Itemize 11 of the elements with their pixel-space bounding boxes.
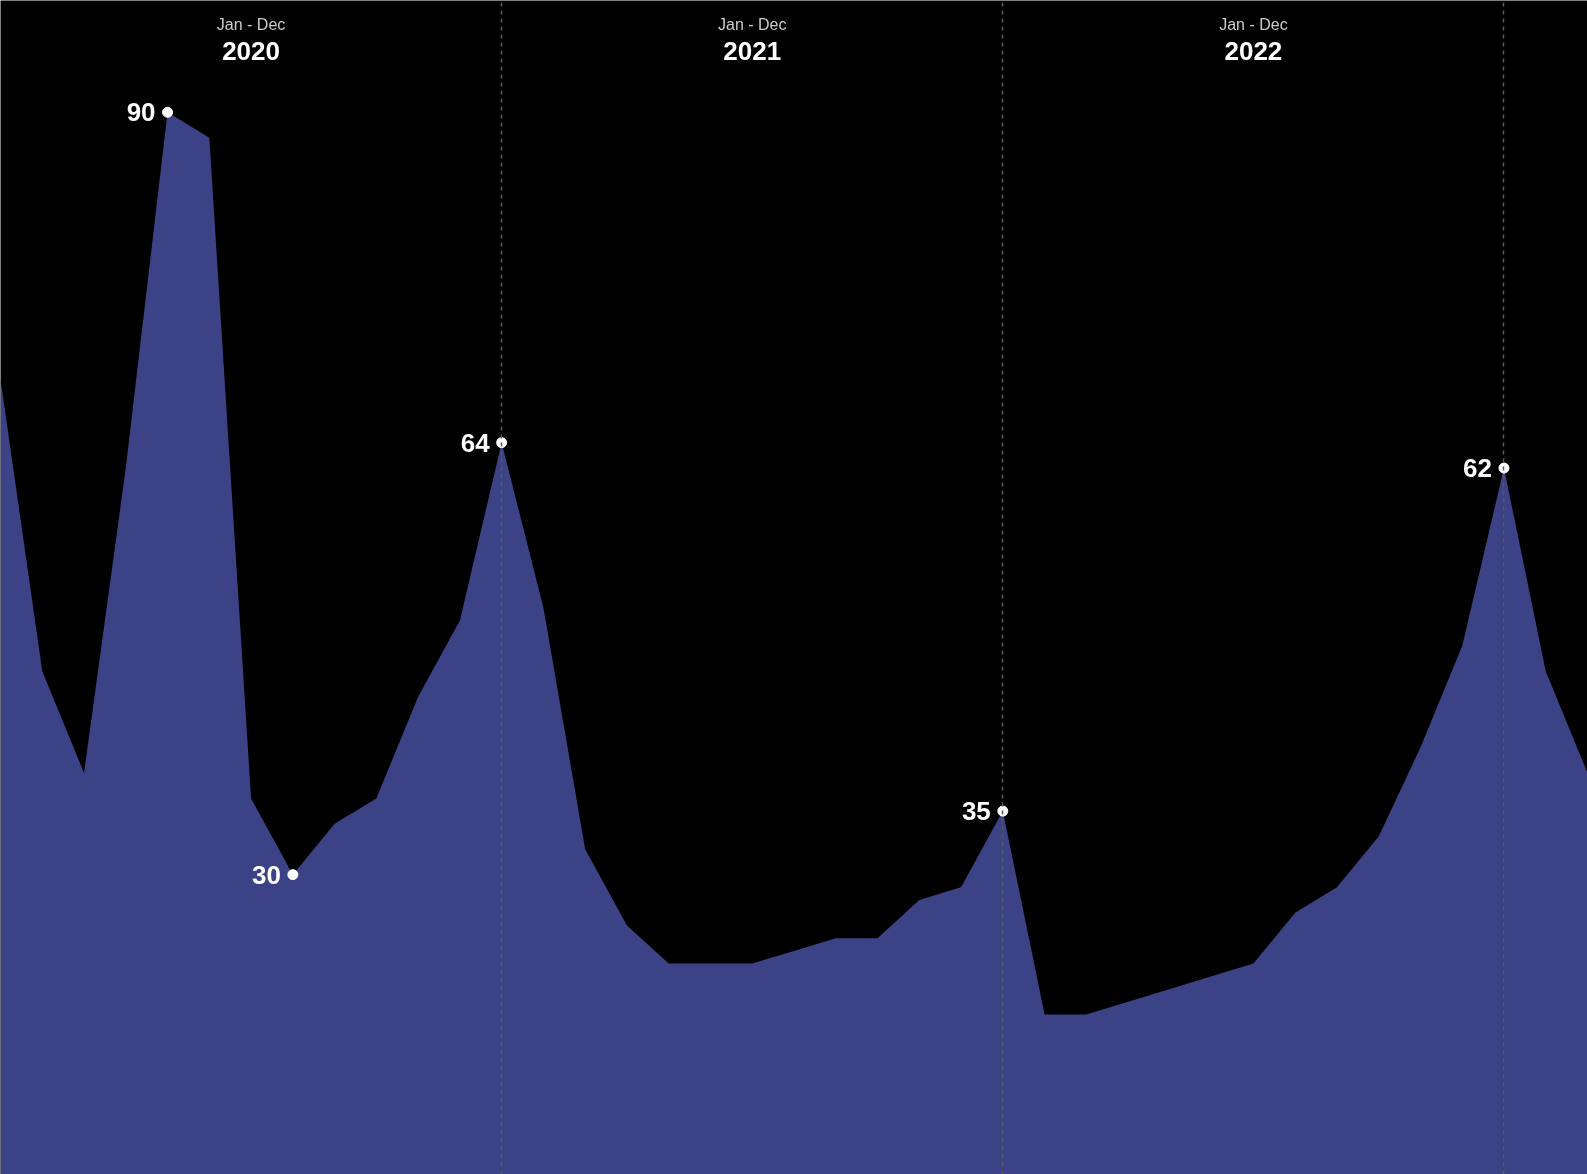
annotation: 2020: [222, 35, 280, 66]
data-label: 30: [251, 859, 281, 890]
annotation: Jan - Dec: [216, 16, 286, 33]
data-label: 35: [961, 796, 991, 827]
annotation: 2022: [1224, 35, 1283, 66]
data-label: 64: [460, 427, 491, 458]
annotation: 2021: [723, 35, 782, 66]
data-label: 90: [126, 97, 156, 128]
annotation: Jan - Dec: [1219, 16, 1288, 33]
annotation: Jan - Dec: [718, 16, 787, 33]
data-label: 62: [1463, 453, 1492, 484]
